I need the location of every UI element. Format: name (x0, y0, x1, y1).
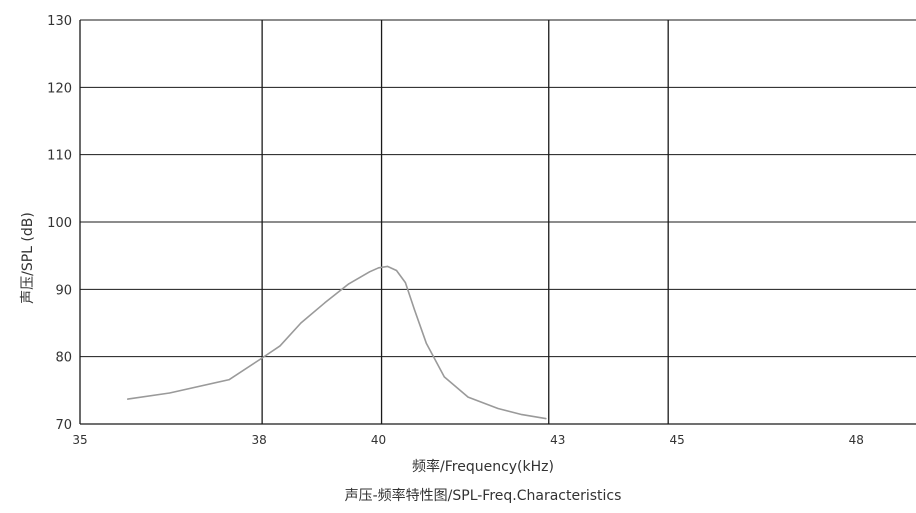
curve-point (369, 271, 371, 273)
curve-point (279, 345, 281, 347)
curve-point (169, 392, 171, 394)
x-tick-label: 40 (371, 433, 386, 447)
curve-point (258, 359, 260, 361)
axis-frame (79, 20, 916, 425)
x-tick-label: 38 (252, 433, 267, 447)
curve-point (324, 302, 326, 304)
chart-title: 声压-频率特性图/SPL-Freq.Characteristics (345, 487, 622, 504)
curve-point (497, 407, 499, 410)
x-tick-label: 43 (550, 433, 565, 447)
curve-point (545, 418, 547, 420)
curve-point (404, 282, 406, 284)
x-axis-title: 频率/Frequency(kHz) (412, 458, 554, 475)
curve-point (228, 379, 230, 381)
spl-curve-line (127, 265, 547, 420)
curve-point (521, 414, 523, 416)
spl-curve-layer (127, 265, 547, 420)
x-tick-label: 35 (72, 433, 87, 447)
y-tick-label: 100 (47, 216, 72, 231)
curve-point (386, 265, 389, 267)
y-tick-label: 120 (47, 81, 72, 96)
curve-point (378, 267, 380, 269)
curve-point (348, 283, 350, 285)
curve-point (395, 269, 398, 272)
x-tick-label: 48 (849, 433, 864, 447)
y-tick-label: 70 (55, 418, 72, 433)
curve-point (443, 376, 445, 378)
curve-point (467, 396, 469, 398)
curve-point (127, 398, 129, 400)
curve-point (425, 342, 427, 344)
y-tick-label: 110 (47, 149, 72, 164)
y-tick-label: 130 (47, 14, 72, 29)
y-tick-labels: 70 80 90 100 110 120 130 (47, 14, 72, 433)
x-tick-labels: 35 38 40 43 45 48 (72, 433, 864, 447)
y-tick-label: 80 (55, 351, 72, 366)
x-tick-label: 45 (670, 433, 685, 447)
curve-point (413, 308, 415, 311)
y-axis-title: 声压/SPL (dB) (20, 212, 36, 304)
curve-point (300, 322, 302, 324)
y-tick-label: 90 (55, 283, 72, 298)
grid-lines (80, 19, 916, 424)
